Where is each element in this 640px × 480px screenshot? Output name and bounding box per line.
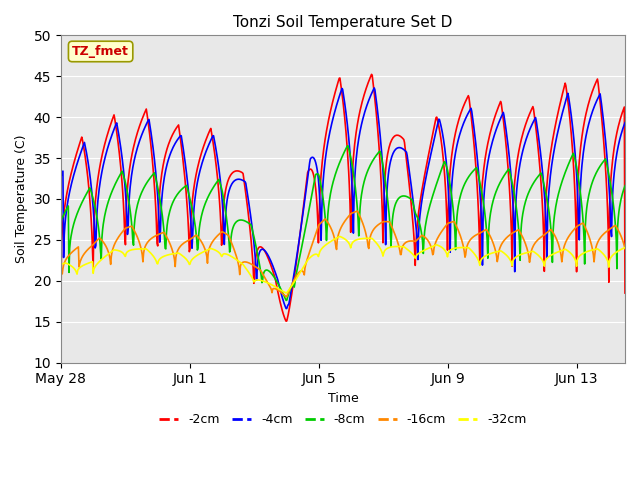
-16cm — [438, 228, 446, 234]
Title: Tonzi Soil Temperature Set D: Tonzi Soil Temperature Set D — [233, 15, 452, 30]
-4cm — [299, 211, 307, 216]
-8cm — [339, 151, 347, 157]
-4cm — [371, 85, 378, 91]
-4cm — [373, 102, 381, 108]
Line: -8cm: -8cm — [61, 146, 625, 300]
-4cm — [438, 129, 446, 134]
-8cm — [57, 218, 65, 224]
-2cm — [57, 302, 65, 308]
-32cm — [57, 262, 65, 267]
-16cm — [621, 246, 629, 252]
-8cm — [438, 165, 446, 170]
-8cm — [376, 148, 383, 154]
-32cm — [376, 244, 383, 250]
Legend: -2cm, -4cm, -8cm, -16cm, -32cm: -2cm, -4cm, -8cm, -16cm, -32cm — [154, 408, 531, 431]
-32cm — [200, 249, 208, 254]
X-axis label: Time: Time — [328, 392, 358, 405]
-32cm — [282, 290, 290, 296]
-2cm — [376, 152, 383, 158]
Line: -2cm: -2cm — [61, 74, 625, 321]
-2cm — [373, 117, 381, 123]
-8cm — [200, 204, 208, 210]
-8cm — [621, 183, 629, 189]
-4cm — [376, 127, 383, 132]
-4cm — [621, 120, 629, 125]
-16cm — [353, 208, 361, 214]
-2cm — [200, 142, 208, 148]
-2cm — [621, 290, 629, 296]
-16cm — [282, 294, 290, 300]
Line: -4cm: -4cm — [61, 88, 625, 309]
Line: -16cm: -16cm — [61, 211, 625, 297]
-4cm — [57, 174, 65, 180]
-32cm — [340, 236, 348, 241]
Y-axis label: Soil Temperature (C): Soil Temperature (C) — [15, 135, 28, 263]
-32cm — [299, 265, 307, 271]
-2cm — [368, 72, 376, 77]
-2cm — [438, 145, 446, 151]
-16cm — [339, 221, 347, 227]
-8cm — [344, 143, 352, 149]
-16cm — [299, 269, 307, 275]
-8cm — [299, 238, 307, 244]
-16cm — [373, 223, 381, 228]
-2cm — [299, 208, 307, 214]
-32cm — [373, 241, 381, 247]
-4cm — [339, 91, 347, 96]
-8cm — [282, 298, 290, 303]
-16cm — [200, 244, 208, 250]
-16cm — [57, 264, 65, 269]
-8cm — [373, 152, 381, 157]
Text: TZ_fmet: TZ_fmet — [72, 45, 129, 58]
-32cm — [336, 234, 344, 240]
-4cm — [282, 306, 290, 312]
-2cm — [282, 318, 290, 324]
-32cm — [438, 245, 446, 251]
-2cm — [339, 102, 347, 108]
-32cm — [621, 245, 629, 251]
-16cm — [376, 221, 383, 227]
Line: -32cm: -32cm — [61, 237, 625, 293]
-4cm — [200, 154, 208, 160]
